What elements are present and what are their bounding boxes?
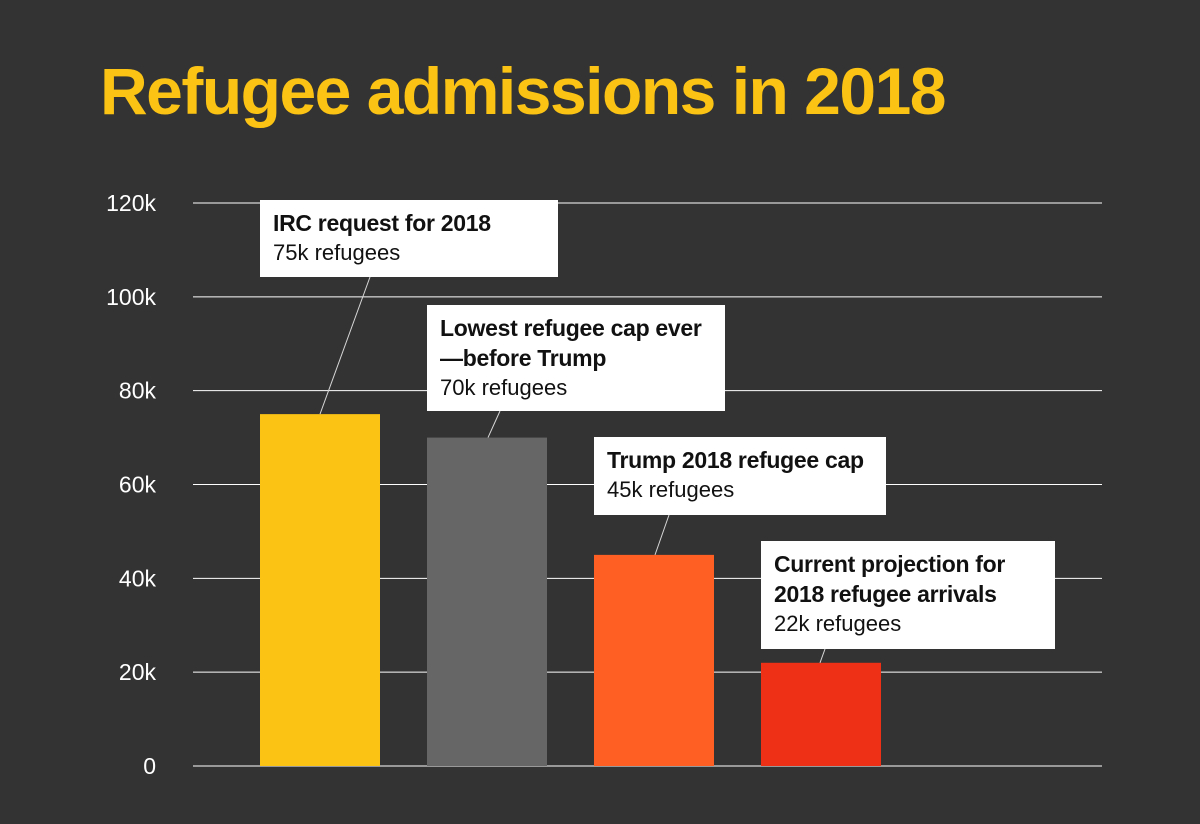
- bar-callout: IRC request for 2018 75k refugees: [260, 200, 558, 277]
- callout-leader-line: [819, 648, 826, 663]
- y-tick-label: 0: [143, 753, 156, 779]
- chart-title: Refugee admissions in 2018: [100, 54, 947, 128]
- y-tick-label: 20k: [119, 659, 157, 685]
- bar-callout: Trump 2018 refugee cap 45k refugees: [594, 437, 886, 515]
- callout-leader-line: [319, 276, 371, 415]
- callout-leader-lines: [319, 276, 826, 663]
- y-tick-label: 40k: [119, 565, 157, 591]
- callout-value-label: 45k refugees: [607, 477, 735, 502]
- callout-leader-line: [487, 410, 501, 438]
- bar: [427, 437, 547, 766]
- callout-title: IRC request for 2018: [273, 210, 491, 236]
- callout-value-label: 75k refugees: [273, 240, 401, 265]
- y-axis-tick-labels: 0 20k 40k 60k 80k 100k 120k: [106, 190, 156, 779]
- callout-leader-line: [654, 514, 670, 556]
- bar-callout: Lowest refugee cap ever —before Trump 70k…: [427, 305, 725, 411]
- bar: [594, 554, 714, 766]
- callout-value-label: 70k refugees: [440, 375, 568, 400]
- callout-title: Current projection for 2018 refugee arri…: [774, 551, 1006, 607]
- callout-title: Lowest refugee cap ever —before Trump: [440, 315, 702, 371]
- y-tick-label: 120k: [106, 190, 156, 216]
- bar-callout: Current projection for 2018 refugee arri…: [761, 541, 1055, 649]
- callout-title: Trump 2018 refugee cap: [607, 447, 864, 473]
- bar: [260, 414, 380, 766]
- y-tick-label: 100k: [106, 284, 156, 310]
- y-tick-label: 80k: [119, 378, 157, 404]
- y-tick-label: 60k: [119, 472, 157, 498]
- bar: [761, 662, 881, 766]
- callout-value-label: 22k refugees: [774, 611, 902, 636]
- bars: [260, 414, 881, 766]
